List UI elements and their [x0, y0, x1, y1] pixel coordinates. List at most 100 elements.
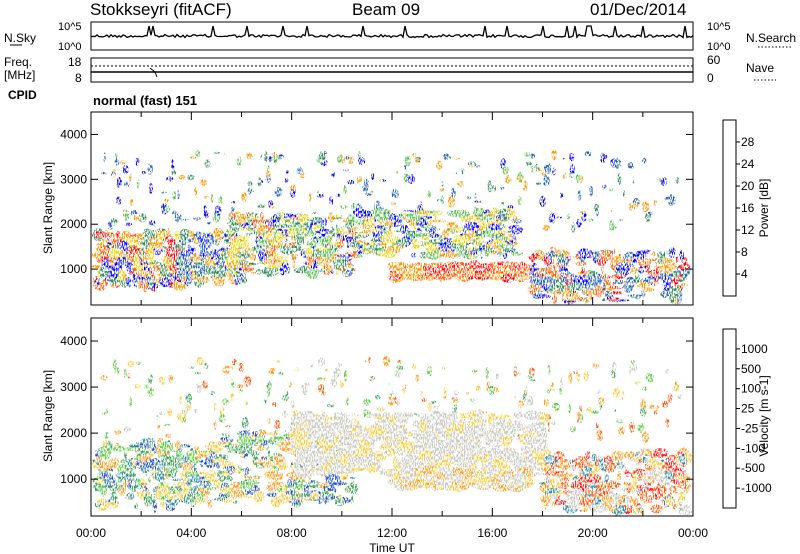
power-echo-morning: [276, 211, 282, 220]
power-echo-upper: [428, 219, 447, 223]
power-echo-evening: [636, 281, 651, 288]
power-scatter-sparse: [437, 198, 442, 202]
power-scatter-sparse: [260, 154, 262, 158]
velocity-scatter-sparse: [268, 367, 277, 375]
velocity-echo-evening: [672, 463, 688, 466]
power-echo: [212, 227, 224, 240]
velocity-echo-early: [154, 461, 168, 469]
velocity-echo-early: [173, 488, 176, 491]
power-echo-morning: [324, 217, 327, 227]
power-scatter-sparse: [562, 157, 566, 160]
power-echo-evening: [611, 255, 623, 264]
power-scatter-sparse: [246, 151, 253, 160]
velocity-scatter-sparse: [630, 360, 635, 365]
velocity-echo-early: [110, 445, 127, 452]
velocity-scatter-sparse: [177, 411, 180, 422]
velocity-scatter-sparse: [123, 426, 132, 433]
power-echo-evening: [553, 293, 557, 305]
velocity-echo-evening: [567, 498, 582, 510]
power-echo-early: [111, 245, 121, 249]
velocity-scatter-sparse: [288, 382, 292, 388]
power-scatter-sparse: [552, 167, 556, 176]
velocity-echo-evening: [564, 498, 570, 501]
velocity-cbar-tick-label: 1000: [741, 342, 768, 356]
power-echo-morning: [239, 241, 250, 249]
velocity-echo-evening: [670, 482, 674, 492]
power-echo-evening: [608, 286, 624, 289]
velocity-scatter-sparse: [412, 363, 416, 370]
power-echo-morning: [330, 270, 334, 274]
power-scatter-sparse: [631, 202, 639, 208]
velocity-echo-evening: [674, 471, 678, 481]
power-scatter-sparse: [502, 166, 509, 175]
velocity-echo-evening: [580, 482, 593, 486]
velocity-echo-morning: [226, 435, 231, 441]
power-echo-upper: [366, 242, 372, 248]
velocity-echo-early: [99, 484, 108, 497]
velocity-echo-early: [124, 497, 131, 500]
power-scatter-sparse: [308, 190, 312, 202]
velocity-cbar-tick-label: 100: [741, 382, 761, 396]
power-echo-early: [142, 279, 148, 293]
power-scatter-sparse: [171, 210, 177, 215]
power-echo-morning: [341, 227, 345, 232]
power-scatter-sparse: [103, 152, 106, 163]
velocity-scatter-sparse: [629, 364, 632, 375]
velocity-scatter-sparse: [388, 390, 394, 397]
velocity-echo-morning: [278, 439, 294, 452]
time-tick-label: 00:00: [76, 526, 106, 540]
power-echo-evening: [577, 248, 593, 259]
power-echo-upper: [355, 209, 373, 219]
velocity-echo-evening: [542, 462, 548, 472]
velocity-ytick-label: 1000: [60, 472, 87, 486]
power-ytick-label: 4000: [60, 127, 87, 141]
power-echo-evening: [551, 256, 555, 264]
velocity-scatter-sparse: [238, 362, 244, 373]
power-echo-evening: [671, 277, 679, 285]
velocity-echo-main: [511, 485, 517, 489]
power-echo-evening: [583, 298, 588, 302]
velocity-scatter-sparse: [188, 366, 195, 370]
velocity-scatter-sparse: [526, 395, 534, 406]
power-echo-morning: [276, 223, 292, 228]
velocity-echo-early: [99, 446, 112, 460]
power-scatter-sparse: [440, 195, 445, 205]
power-scatter-sparse: [427, 190, 431, 199]
velocity-ground-scatter: [480, 448, 486, 460]
velocity-echo-evening: [632, 506, 639, 515]
power-scatter-sparse: [524, 151, 531, 157]
power-scatter-sparse: [171, 169, 177, 176]
velocity-ground-scatter: [431, 409, 440, 421]
power-scatter-sparse: [473, 164, 481, 168]
power-echo-morning: [326, 234, 331, 242]
power-echo-upper: [363, 241, 369, 244]
power-echo: [185, 271, 193, 275]
power-echo-upper: [511, 218, 521, 223]
velocity-scatter-sparse: [316, 377, 323, 381]
power-echo-evening: [588, 293, 593, 300]
velocity-echo-evening: [665, 496, 675, 507]
power-scatter-sparse: [559, 192, 564, 199]
velocity-ground-scatter: [358, 439, 367, 444]
power-echo-upper: [495, 215, 504, 219]
power-echo-upper: [364, 220, 371, 225]
power-echo-upper: [386, 231, 389, 237]
nsky-tick-bottom: 10^0: [58, 41, 82, 53]
nsearch-tick-top: 10^5: [707, 21, 731, 33]
power-scatter-sparse: [539, 195, 546, 207]
power-ytick-label: 2000: [60, 217, 87, 231]
power-echo-main: [448, 262, 460, 268]
velocity-echo-main: [399, 467, 417, 474]
power-echo-morning: [307, 217, 323, 223]
power-echo-upper: [501, 234, 514, 237]
power-echo-morning: [252, 218, 257, 229]
velocity-scatter-sparse: [452, 403, 458, 412]
power-scatter-sparse: [667, 194, 676, 206]
velocity-echo-evening: [637, 459, 643, 464]
velocity-echo-early: [187, 474, 203, 483]
power-scatter-sparse: [269, 153, 278, 157]
power-echo-evening: [596, 259, 607, 266]
velocity-ground-scatter: [425, 434, 435, 443]
power-echo-upper: [421, 236, 432, 242]
velocity-scatter-sparse: [168, 374, 174, 384]
